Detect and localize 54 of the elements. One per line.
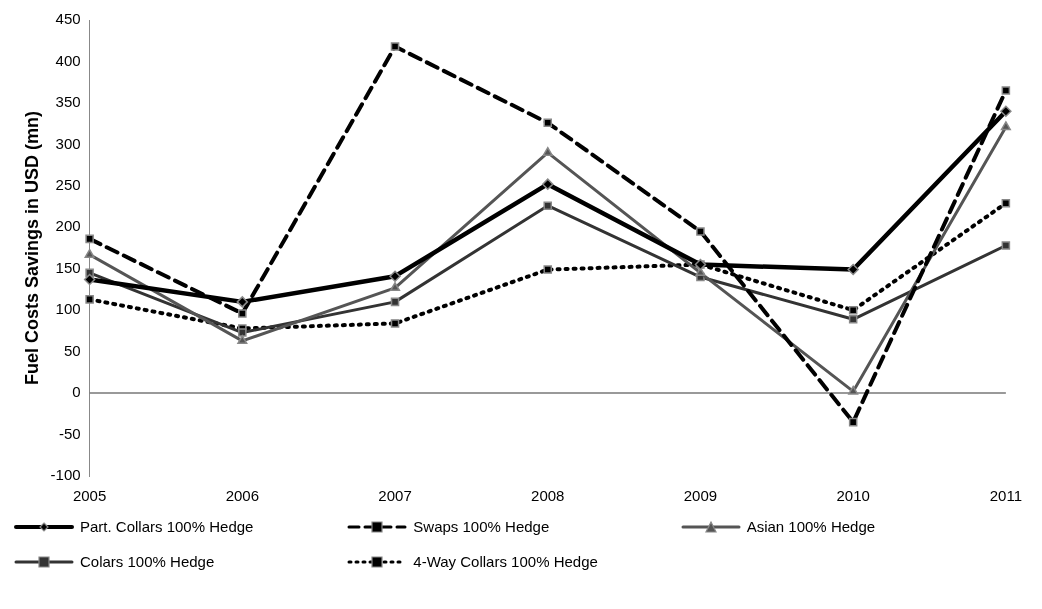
point <box>85 234 94 244</box>
x-tick-label: 2010 <box>836 487 870 505</box>
point <box>390 319 400 328</box>
point <box>543 201 553 210</box>
point <box>543 118 553 128</box>
point <box>1000 105 1012 117</box>
y-tick-label: 250 <box>55 175 81 193</box>
point <box>1001 241 1011 250</box>
y-tick-label: 400 <box>55 51 81 69</box>
y-axis-title: Fuel Costs Savings in USD (mn) <box>21 110 42 386</box>
point <box>84 248 95 258</box>
point <box>236 296 249 308</box>
point <box>390 42 400 51</box>
x-tick-label: 2009 <box>683 487 718 505</box>
point <box>543 265 553 274</box>
x-tick-label: 2007 <box>378 487 412 505</box>
point <box>1001 198 1011 208</box>
y-tick-label: 350 <box>55 93 81 111</box>
point <box>848 315 858 324</box>
point <box>238 309 247 318</box>
legend-label: 4-Way Collars 100% Hedge <box>413 553 598 570</box>
legend-label: Asian 100% Hedge <box>746 518 876 535</box>
y-tick-label: 0 <box>72 383 81 401</box>
y-tick-label: 200 <box>55 217 81 235</box>
point <box>389 270 401 282</box>
x-tick-label: 2008 <box>531 487 565 505</box>
point <box>696 227 705 236</box>
point <box>83 273 96 286</box>
point <box>847 263 859 276</box>
y-tick-label: 150 <box>55 258 81 276</box>
point <box>1000 121 1011 131</box>
point <box>848 305 858 315</box>
point <box>85 295 94 304</box>
x-tick-label: 2005 <box>72 487 107 505</box>
point <box>848 385 859 395</box>
y-tick-label: 50 <box>63 341 81 359</box>
x-tick-label: 2006 <box>225 487 260 505</box>
y-tick-label: -50 <box>58 424 81 442</box>
point <box>542 178 554 190</box>
point <box>848 417 858 427</box>
y-tick-label: 450 <box>55 10 81 28</box>
point <box>390 297 400 307</box>
legend-label: Colars 100% Hedge <box>80 553 215 570</box>
legend-label: Swaps 100% Hedge <box>413 518 550 535</box>
y-tick-label: 100 <box>55 300 81 318</box>
point <box>238 328 247 337</box>
point <box>1001 86 1011 95</box>
y-tick-label: -100 <box>50 466 81 484</box>
legend-label: Part. Collars 100% Hedge <box>80 518 254 535</box>
y-tick-label: 300 <box>55 134 81 152</box>
point <box>237 335 248 345</box>
x-tick-label: 2011 <box>989 487 1022 505</box>
point <box>389 282 401 292</box>
point <box>542 146 553 156</box>
